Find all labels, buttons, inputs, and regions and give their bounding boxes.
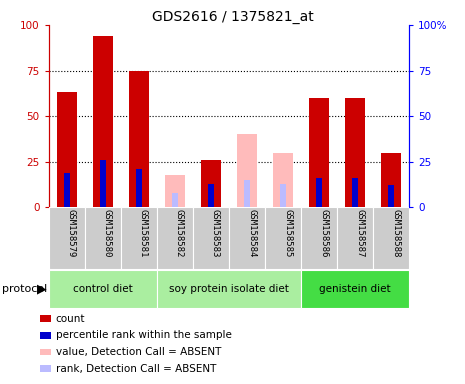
Bar	[129, 71, 149, 207]
Bar	[265, 207, 301, 269]
Text: GSM158587: GSM158587	[355, 209, 364, 258]
Text: ▶: ▶	[37, 283, 46, 295]
Bar	[64, 173, 70, 207]
Bar	[157, 207, 193, 269]
Bar	[301, 207, 337, 269]
Bar	[301, 270, 409, 308]
Bar	[373, 207, 409, 269]
Text: GDS2616 / 1375821_at: GDS2616 / 1375821_at	[152, 10, 313, 23]
Bar	[280, 184, 286, 207]
Bar	[352, 178, 359, 207]
Bar	[100, 160, 106, 207]
Text: GSM158584: GSM158584	[247, 209, 256, 258]
Bar	[85, 207, 121, 269]
Bar	[237, 134, 257, 207]
Bar	[345, 98, 365, 207]
Bar	[201, 160, 221, 207]
Bar	[316, 178, 322, 207]
Text: GSM158582: GSM158582	[175, 209, 184, 258]
Bar	[381, 152, 401, 207]
Text: GSM158583: GSM158583	[211, 209, 220, 258]
Bar	[136, 169, 142, 207]
Bar	[172, 193, 178, 207]
Bar	[121, 207, 157, 269]
Bar	[273, 152, 293, 207]
Bar	[157, 270, 301, 308]
Bar	[337, 207, 373, 269]
Text: soy protein isolate diet: soy protein isolate diet	[169, 284, 289, 294]
Bar	[93, 36, 113, 207]
Bar	[388, 185, 394, 207]
Bar	[57, 93, 77, 207]
Text: GSM158586: GSM158586	[319, 209, 328, 258]
Bar	[165, 174, 185, 207]
Bar	[208, 184, 214, 207]
Text: value, Detection Call = ABSENT: value, Detection Call = ABSENT	[56, 347, 221, 357]
Text: GSM158579: GSM158579	[67, 209, 76, 258]
Text: count: count	[56, 314, 85, 324]
Bar	[49, 270, 157, 308]
Bar	[193, 207, 229, 269]
Text: GSM158585: GSM158585	[283, 209, 292, 258]
Text: GSM158588: GSM158588	[391, 209, 400, 258]
Text: rank, Detection Call = ABSENT: rank, Detection Call = ABSENT	[56, 364, 216, 374]
Text: protocol: protocol	[2, 284, 47, 294]
Bar	[229, 207, 265, 269]
Text: genistein diet: genistein diet	[319, 284, 391, 294]
Text: GSM158581: GSM158581	[139, 209, 148, 258]
Text: control diet: control diet	[73, 284, 133, 294]
Text: GSM158580: GSM158580	[103, 209, 112, 258]
Bar	[309, 98, 329, 207]
Bar	[49, 207, 85, 269]
Bar	[244, 180, 250, 207]
Text: percentile rank within the sample: percentile rank within the sample	[56, 330, 232, 340]
